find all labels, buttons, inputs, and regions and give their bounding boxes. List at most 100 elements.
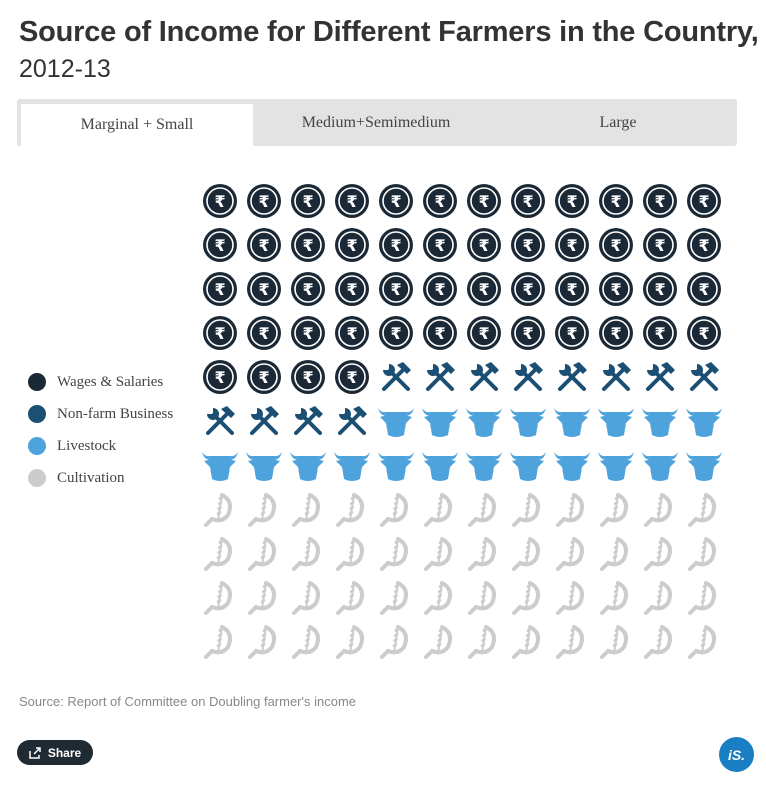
svg-text:₹: ₹ [346,236,357,255]
waffle-unit-sickle-wheat-icon [424,537,452,571]
tab-medium-semimedium[interactable]: Medium+Semimedium [301,113,451,131]
waffle-unit-rupee-icon: ₹ [203,316,237,350]
waffle-unit-rupee-icon: ₹ [247,316,281,350]
waffle-unit-cow-head-icon [554,452,590,481]
waffle-unit-rupee-icon: ₹ [203,360,237,394]
svg-text:₹: ₹ [522,280,533,299]
waffle-unit-rupee-icon: ₹ [291,272,325,306]
svg-text:₹: ₹ [566,192,577,211]
svg-text:₹: ₹ [698,236,709,255]
legend-swatch [28,469,46,487]
waffle-unit-sickle-wheat-icon [688,493,716,527]
waffle-unit-hammer-wrench-icon [514,362,543,391]
svg-text:₹: ₹ [478,280,489,299]
waffle-unit-cow-head-icon [422,408,458,437]
waffle-unit-cow-head-icon [686,408,722,437]
svg-text:₹: ₹ [610,280,621,299]
waffle-unit-rupee-icon: ₹ [511,228,545,262]
waffle-unit-sickle-wheat-icon [292,493,320,527]
waffle-unit-rupee-icon: ₹ [467,316,501,350]
svg-text:₹: ₹ [258,324,269,343]
tab-large[interactable]: Large [599,113,637,131]
svg-text:₹: ₹ [434,192,445,211]
share-label: Share [47,745,82,760]
waffle-unit-sickle-wheat-icon [204,493,232,527]
waffle-unit-cow-head-icon [554,408,590,437]
legend-label: Cultivation [57,469,125,486]
waffle-unit-sickle-wheat-icon [512,581,540,615]
svg-text:₹: ₹ [434,236,445,255]
svg-text:₹: ₹ [346,280,357,299]
waffle-unit-sickle-wheat-icon [248,537,276,571]
legend-swatch [28,437,46,455]
tab-marginal-small[interactable]: Marginal + Small [19,102,253,146]
waffle-unit-sickle-wheat-icon [292,537,320,571]
waffle-unit-cow-head-icon [642,408,678,437]
legend-item-non-farm-business[interactable]: Non-farm Business [28,398,173,430]
waffle-unit-rupee-icon: ₹ [247,360,281,394]
waffle-unit-sickle-wheat-icon [380,581,408,615]
waffle-unit-sickle-wheat-icon [600,625,628,659]
waffle-unit-hammer-wrench-icon [646,362,675,391]
source-note: Source: Report of Committee on Doubling … [19,694,357,709]
waffle-unit-hammer-wrench-icon [558,362,587,391]
waffle-unit-rupee-icon: ₹ [291,228,325,262]
waffle-unit-rupee-icon: ₹ [599,316,633,350]
waffle-unit-rupee-icon: ₹ [599,184,633,218]
waffle-unit-rupee-icon: ₹ [423,272,457,306]
svg-text:₹: ₹ [478,192,489,211]
svg-text:₹: ₹ [434,280,445,299]
waffle-unit-sickle-wheat-icon [468,493,496,527]
waffle-unit-cow-head-icon [510,452,546,481]
waffle-unit-rupee-icon: ₹ [687,316,721,350]
waffle-unit-rupee-icon: ₹ [643,272,677,306]
waffle-unit-rupee-icon: ₹ [335,316,369,350]
legend-swatch [28,405,46,423]
svg-text:₹: ₹ [566,236,577,255]
waffle-unit-rupee-icon: ₹ [247,228,281,262]
svg-text:₹: ₹ [346,324,357,343]
waffle-unit-rupee-icon: ₹ [335,184,369,218]
waffle-unit-cow-head-icon [686,452,722,481]
waffle-unit-cow-head-icon [598,452,634,481]
waffle-unit-rupee-icon: ₹ [599,272,633,306]
waffle-unit-sickle-wheat-icon [204,537,232,571]
legend-item-livestock[interactable]: Livestock [28,430,173,462]
waffle-unit-rupee-icon: ₹ [555,184,589,218]
waffle-unit-cow-head-icon [466,452,502,481]
waffle-unit-rupee-icon: ₹ [203,228,237,262]
waffle-unit-sickle-wheat-icon [336,537,364,571]
waffle-unit-sickle-wheat-icon [644,537,672,571]
legend-item-cultivation[interactable]: Cultivation [28,462,173,494]
legend-label: Livestock [57,437,117,454]
waffle-unit-sickle-wheat-icon [556,493,584,527]
svg-text:₹: ₹ [698,192,709,211]
legend-item-wages[interactable]: Wages & Salaries [28,366,173,398]
waffle-unit-rupee-icon: ₹ [247,184,281,218]
svg-text:₹: ₹ [522,324,533,343]
waffle-unit-sickle-wheat-icon [644,625,672,659]
share-button[interactable]: Share [17,740,93,765]
legend-label: Non-farm Business [57,405,174,422]
legend: Wages & Salaries Non-farm Business Lives… [28,366,173,494]
waffle-unit-sickle-wheat-icon [512,493,540,527]
waffle-unit-rupee-icon: ₹ [687,228,721,262]
waffle-unit-sickle-wheat-icon [556,537,584,571]
waffle-unit-sickle-wheat-icon [248,625,276,659]
waffle-unit-cow-head-icon [246,452,282,481]
legend-label: Wages & Salaries [57,373,164,390]
svg-text:₹: ₹ [478,324,489,343]
waffle-unit-cow-head-icon [202,452,238,481]
waffle-unit-sickle-wheat-icon [204,581,232,615]
waffle-unit-cow-head-icon [642,452,678,481]
waffle-unit-sickle-wheat-icon [248,581,276,615]
svg-text:₹: ₹ [258,192,269,211]
waffle-unit-rupee-icon: ₹ [687,272,721,306]
waffle-unit-rupee-icon: ₹ [599,228,633,262]
waffle-unit-rupee-icon: ₹ [379,272,413,306]
waffle-unit-hammer-wrench-icon [470,362,499,391]
waffle-unit-sickle-wheat-icon [644,581,672,615]
waffle-unit-hammer-wrench-icon [602,362,631,391]
waffle-unit-rupee-icon: ₹ [247,272,281,306]
